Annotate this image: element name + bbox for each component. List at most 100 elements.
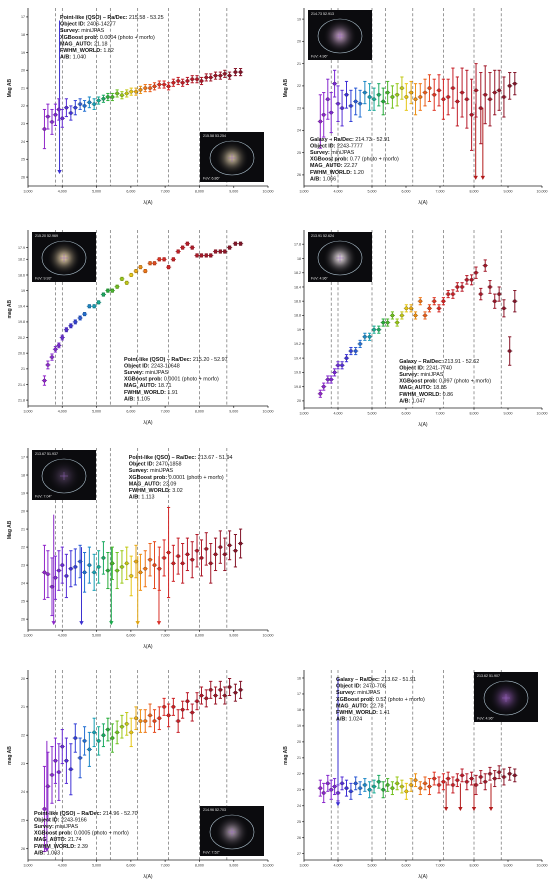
point-marker: [180, 80, 185, 85]
point-marker: [46, 572, 50, 576]
data-point: [376, 774, 382, 789]
data-point: [137, 553, 144, 591]
data-point: [77, 98, 83, 110]
point-marker: [124, 561, 129, 566]
point-marker: [69, 111, 73, 115]
point-marker: [363, 783, 367, 787]
upper-limit-arrow: [51, 514, 56, 626]
data-point: [357, 89, 363, 118]
point-marker: [42, 378, 47, 383]
point-marker: [57, 770, 61, 774]
info-value: 2243-10648: [149, 363, 179, 369]
data-point: [68, 323, 74, 329]
y-tick-label: 20.2: [18, 336, 25, 340]
point-marker: [46, 114, 50, 119]
data-point: [91, 717, 97, 748]
data-point: [175, 709, 181, 733]
info-value: 0.0004 (photo + morfo): [98, 35, 155, 41]
data-point: [431, 771, 437, 786]
data-point: [408, 778, 414, 792]
info-key: Object ID:: [399, 365, 425, 371]
data-point: [151, 541, 158, 590]
data-point: [376, 325, 382, 334]
data-point: [335, 85, 341, 122]
point-marker: [451, 292, 455, 296]
point-marker: [92, 570, 96, 575]
point-marker: [60, 563, 65, 567]
data-point: [105, 552, 111, 590]
y-tick-label: 20: [21, 509, 25, 513]
aperture-ellipse: [483, 680, 529, 716]
x-tick-label: 10,000: [537, 190, 548, 194]
point-marker: [106, 568, 110, 573]
info-value: 214.96 - 52.70: [101, 811, 137, 817]
point-marker: [171, 80, 176, 85]
data-point: [328, 92, 334, 134]
info-line: A/B: 1.047: [399, 398, 425, 404]
point-marker: [218, 249, 223, 254]
data-point: [147, 261, 153, 266]
data-point: [81, 312, 88, 317]
limit-head: [57, 170, 62, 175]
info-value: 2243-7777: [335, 143, 362, 149]
data-point: [119, 714, 125, 739]
data-point: [184, 241, 191, 246]
point-marker: [474, 270, 478, 275]
aperture-ellipse: [209, 140, 255, 176]
info-key: Galaxy – Ra/Dec:: [310, 137, 354, 143]
upper-limit-arrow: [458, 783, 463, 812]
limit-head: [458, 807, 463, 812]
data-point: [422, 776, 428, 791]
info-key: A/B:: [399, 398, 410, 404]
thumbnail-coord: 215.58 53.254: [203, 134, 226, 138]
data-point: [399, 76, 405, 100]
data-point: [165, 703, 172, 728]
point-marker: [208, 561, 213, 566]
data-point: [151, 82, 158, 91]
point-marker: [349, 789, 353, 794]
point-marker: [381, 320, 386, 325]
point-marker: [218, 545, 223, 549]
data-point: [332, 368, 338, 377]
data-point: [96, 550, 102, 584]
point-marker: [441, 299, 446, 304]
point-marker: [42, 127, 47, 131]
info-line: FWHM_WORLD: 1.41: [336, 710, 390, 716]
point-marker: [390, 95, 395, 99]
point-marker: [451, 86, 455, 90]
data-point: [389, 311, 395, 320]
info-value: 0.77 (photo + morfo): [348, 157, 399, 163]
data-point: [496, 286, 502, 302]
point-marker: [238, 688, 243, 692]
point-marker: [336, 101, 340, 106]
point-marker: [512, 299, 517, 304]
point-marker: [50, 773, 54, 777]
data-point: [507, 336, 513, 366]
y-tick-label: 24: [21, 790, 25, 794]
info-line: Object ID: 2243-10648: [124, 363, 180, 369]
point-marker: [381, 99, 386, 104]
data-point: [194, 692, 200, 711]
data-point: [403, 304, 409, 313]
info-block: Point-like (QSO) – Ra/Dec: 215.58 - 53.2…: [60, 15, 164, 61]
point-marker: [441, 97, 446, 102]
data-point: [217, 680, 223, 699]
point-marker: [460, 285, 464, 289]
point-marker: [469, 776, 474, 781]
data-point: [454, 773, 460, 788]
point-marker: [423, 313, 427, 318]
info-line: Galaxy – Ra/Dec: 214.73 - 52.91: [310, 137, 390, 143]
data-point: [124, 280, 130, 285]
point-marker: [195, 548, 199, 553]
point-marker: [171, 561, 176, 566]
y-tick-label: 19.8: [294, 385, 301, 389]
data-point: [353, 776, 359, 791]
point-marker: [329, 110, 334, 115]
info-value: 1.113: [140, 495, 155, 501]
point-marker: [427, 306, 432, 311]
data-point: [119, 550, 125, 584]
data-point: [208, 253, 214, 258]
y-tick-label: 19: [297, 724, 301, 728]
panel-galaxy-214-73: 3,000 4,000 5,000 6,000 7,000 8,000 9,000 10,00…: [278, 2, 548, 208]
info-key: FWHM_WORLD:: [34, 844, 76, 850]
